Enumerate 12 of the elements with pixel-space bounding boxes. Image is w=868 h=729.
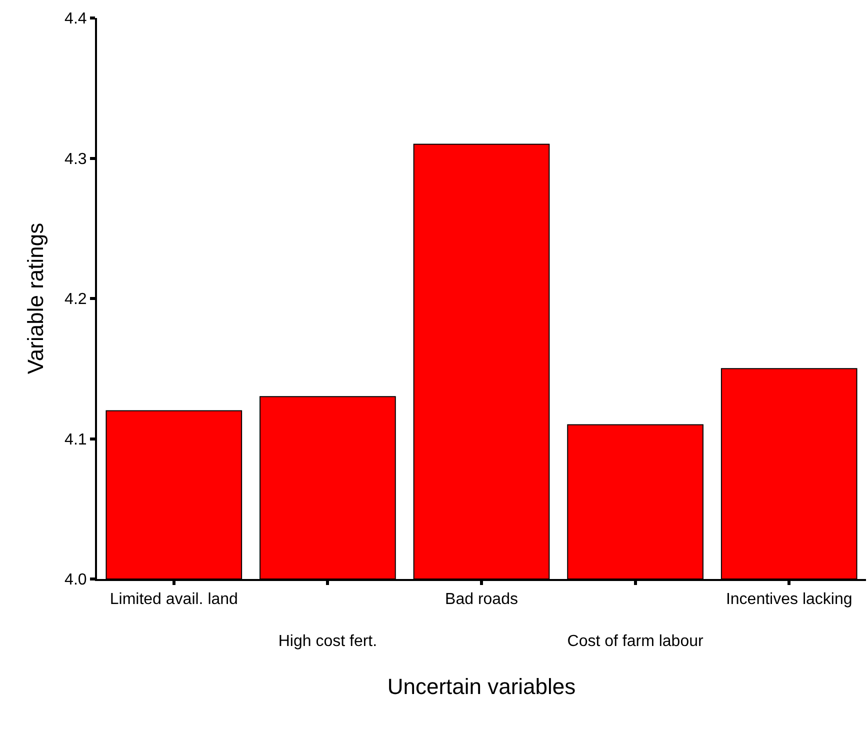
x-tick-label: Cost of farm labour — [567, 632, 704, 650]
x-tick-label: Limited avail. land — [110, 591, 238, 608]
y-tick-label: 4.3 — [64, 150, 87, 168]
y-axis-title: Variable ratings — [22, 222, 48, 374]
y-tick-label: 4.1 — [64, 431, 87, 448]
x-axis-title: Uncertain variables — [387, 674, 576, 700]
x-tick-label: High cost fert. — [278, 632, 378, 650]
y-tick-label: 4.2 — [64, 291, 87, 308]
x-tick-label: Bad roads — [445, 591, 518, 608]
y-tick-label: 4.0 — [64, 572, 87, 589]
x-tick-label: Incentives lacking — [726, 591, 852, 608]
y-tick-label: 4.4 — [64, 10, 87, 28]
